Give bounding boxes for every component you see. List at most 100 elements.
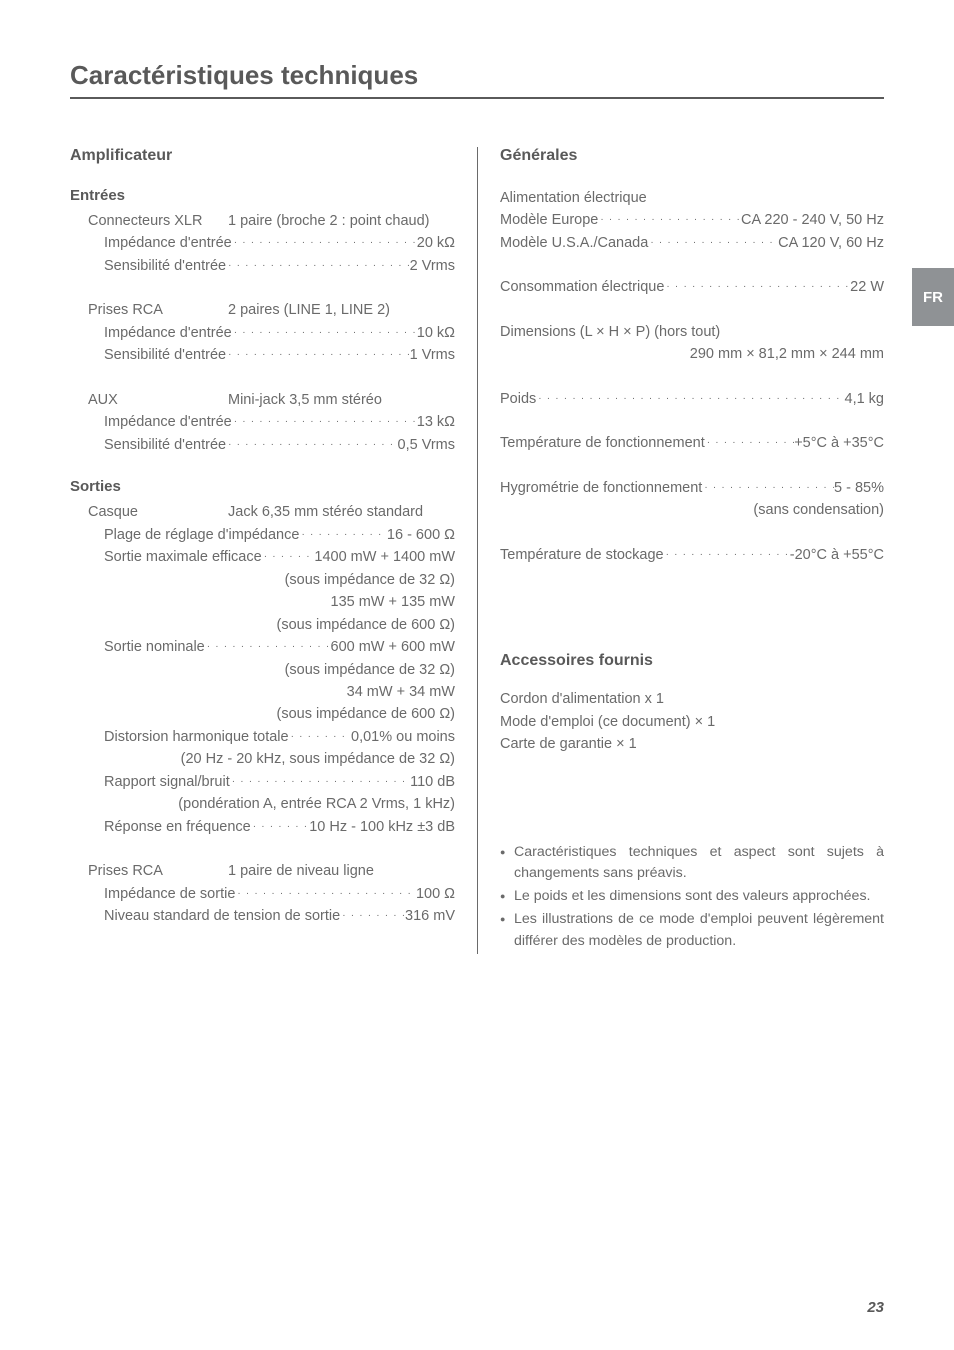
xlr-line: Connecteurs XLR 1 paire (broche 2 : poin… <box>70 210 455 232</box>
columns: Amplificateur Entrées Connecteurs XLR 1 … <box>70 147 884 954</box>
casque-r7: Rapport signal/bruit 110 dB <box>70 771 455 793</box>
cons-v: 22 W <box>850 276 884 298</box>
aux-value: Mini-jack 3,5 mm stéréo <box>228 389 455 411</box>
dots <box>205 636 331 658</box>
acc3: Carte de garantie × 1 <box>500 733 884 755</box>
dim-v: 290 mm × 81,2 mm × 244 mm <box>500 343 884 365</box>
casque-r1: Plage de réglage d'impédance 16 - 600 Ω <box>70 524 455 546</box>
casque-line: Casque Jack 6,35 mm stéréo standard <box>70 501 455 523</box>
aux-line: AUX Mini-jack 3,5 mm stéréo <box>70 389 455 411</box>
hygro-note: (sans condensation) <box>500 499 884 521</box>
casque-r6: Distorsion harmonique totale 0,01% ou mo… <box>70 726 455 748</box>
casque-r5-note: (sous impédance de 600 Ω) <box>70 703 455 725</box>
hygro-l: Hygrométrie de fonctionnement <box>500 477 702 499</box>
xlr-imp: Impédance d'entrée 20 kΩ <box>70 232 455 254</box>
right-column: Générales Alimentation électrique Modèle… <box>477 147 884 954</box>
xlr-sen-v: 2 Vrms <box>410 255 455 277</box>
aux-block: AUX Mini-jack 3,5 mm stéréo Impédance d'… <box>70 389 455 456</box>
acc2: Mode d'emploi (ce document) × 1 <box>500 711 884 733</box>
dots <box>536 388 844 410</box>
aux-imp-l: Impédance d'entrée <box>104 411 232 433</box>
casque-r3-note: (sous impédance de 600 Ω) <box>70 614 455 636</box>
xlr-sen: Sensibilité d'entrée 2 Vrms <box>70 255 455 277</box>
acc1: Cordon d'alimentation x 1 <box>500 688 884 710</box>
casque-label: Casque <box>88 501 228 523</box>
dots <box>235 883 416 905</box>
dots <box>702 477 834 499</box>
title-rule <box>70 97 884 99</box>
section-amplificateur: Amplificateur <box>70 147 455 165</box>
casque-value: Jack 6,35 mm stéréo standard <box>228 501 455 523</box>
rca-out-value: 1 paire de niveau ligne <box>228 860 455 882</box>
hygro-line: Hygrométrie de fonctionnement 5 - 85% <box>500 477 884 499</box>
casque-r1-v: 16 - 600 Ω <box>387 524 455 546</box>
dots <box>705 432 794 454</box>
poids-l: Poids <box>500 388 536 410</box>
dots <box>226 344 410 366</box>
rca-in-sen-l: Sensibilité d'entrée <box>104 344 226 366</box>
rca-in-imp: Impédance d'entrée 10 kΩ <box>70 322 455 344</box>
rca-in-imp-v: 10 kΩ <box>417 322 455 344</box>
aux-sen: Sensibilité d'entrée 0,5 Vrms <box>70 434 455 456</box>
xlr-block: Connecteurs XLR 1 paire (broche 2 : poin… <box>70 210 455 277</box>
page-number: 23 <box>867 1299 884 1316</box>
note-item: Caractéristiques techniques et aspect so… <box>500 842 884 885</box>
us-line: Modèle U.S.A./Canada CA 120 V, 60 Hz <box>500 232 884 254</box>
casque-r2-l: Sortie maximale efficace <box>104 546 262 568</box>
rca-in-imp-l: Impédance d'entrée <box>104 322 232 344</box>
section-generales: Générales <box>500 147 884 165</box>
casque-r4-v: 600 mW + 600 mW <box>331 636 456 658</box>
casque-r8-v: 10 Hz - 100 kHz ±3 dB <box>309 816 455 838</box>
dots <box>262 546 315 568</box>
dots <box>299 524 386 546</box>
dots <box>232 411 417 433</box>
dots <box>598 209 741 231</box>
casque-r4-note: (sous impédance de 32 Ω) <box>70 659 455 681</box>
cons-l: Consommation électrique <box>500 276 664 298</box>
accessoires-head: Accessoires fournis <box>500 652 884 670</box>
cons-line: Consommation électrique 22 W <box>500 276 884 298</box>
casque-r5-v: 34 mW + 34 mW <box>70 681 455 703</box>
tfonc-l: Température de fonctionnement <box>500 432 705 454</box>
alim-head: Alimentation électrique <box>500 187 884 209</box>
aux-imp-v: 13 kΩ <box>417 411 455 433</box>
rca-out-line: Prises RCA 1 paire de niveau ligne <box>70 860 455 882</box>
dots <box>226 434 397 456</box>
rca-out-niv: Niveau standard de tension de sortie 316… <box>70 905 455 927</box>
note-item: Les illustrations de ce mode d'emploi pe… <box>500 909 884 952</box>
rca-out-imp: Impédance de sortie 100 Ω <box>70 883 455 905</box>
casque-r6-v: 0,01% ou moins <box>351 726 455 748</box>
xlr-imp-v: 20 kΩ <box>417 232 455 254</box>
casque-r4-l: Sortie nominale <box>104 636 205 658</box>
rca-in-sen: Sensibilité d'entrée 1 Vrms <box>70 344 455 366</box>
casque-r6-note: (20 Hz - 20 kHz, sous impédance de 32 Ω) <box>70 748 455 770</box>
xlr-value: 1 paire (broche 2 : point chaud) <box>228 210 455 232</box>
casque-r6-l: Distorsion harmonique totale <box>104 726 289 748</box>
sorties-head: Sorties <box>70 478 455 495</box>
casque-block: Casque Jack 6,35 mm stéréo standard Plag… <box>70 501 455 838</box>
dots <box>226 255 410 277</box>
rca-out-niv-l: Niveau standard de tension de sortie <box>104 905 340 927</box>
left-column: Amplificateur Entrées Connecteurs XLR 1 … <box>70 147 477 954</box>
tstock-line: Température de stockage -20°C à +55°C <box>500 544 884 566</box>
hygro-v: 5 - 85% <box>834 477 884 499</box>
xlr-imp-l: Impédance d'entrée <box>104 232 232 254</box>
dots <box>664 276 850 298</box>
us-v: CA 120 V, 60 Hz <box>778 232 884 254</box>
eu-v: CA 220 - 240 V, 50 Hz <box>741 209 884 231</box>
tfonc-v: +5°C à +35°C <box>794 432 884 454</box>
rca-in-line: Prises RCA 2 paires (LINE 1, LINE 2) <box>70 299 455 321</box>
rca-in-value: 2 paires (LINE 1, LINE 2) <box>228 299 455 321</box>
eu-l: Modèle Europe <box>500 209 598 231</box>
eu-line: Modèle Europe CA 220 - 240 V, 50 Hz <box>500 209 884 231</box>
xlr-label: Connecteurs XLR <box>88 210 228 232</box>
dots <box>664 544 790 566</box>
aux-imp: Impédance d'entrée 13 kΩ <box>70 411 455 433</box>
aux-sen-l: Sensibilité d'entrée <box>104 434 226 456</box>
aux-label: AUX <box>88 389 228 411</box>
rca-in-label: Prises RCA <box>88 299 228 321</box>
tstock-v: -20°C à +55°C <box>790 544 884 566</box>
aux-sen-v: 0,5 Vrms <box>398 434 455 456</box>
rca-out-imp-v: 100 Ω <box>416 883 455 905</box>
rca-in-block: Prises RCA 2 paires (LINE 1, LINE 2) Imp… <box>70 299 455 366</box>
